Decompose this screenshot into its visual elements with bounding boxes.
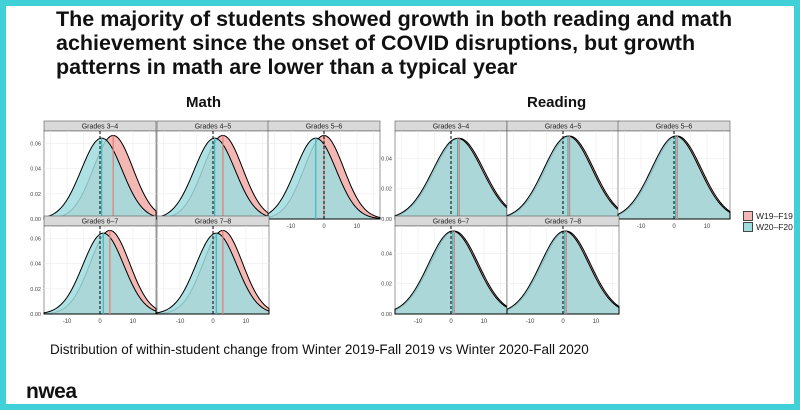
facet-strip-label: Grades 7–8 [195,219,232,226]
x-tick-label: 0 [98,319,102,325]
title-line: patterns in math are lower than a typica… [56,55,518,79]
facet-strip-label: Grades 7–8 [545,219,582,226]
title-line: achievement since the onset of COVID dis… [56,31,696,55]
legend-swatch [743,221,753,232]
facet-panel: Grades 3–4 0.00 0.02 0.04 [381,120,508,223]
legend-item: W19–F19 [743,210,793,221]
y-tick-label: 0.04 [30,167,41,173]
facet-strip-label: Grades 3–4 [433,124,470,131]
legend-swatch [743,210,753,221]
x-tick-label: -10 [176,319,185,325]
facet-strip-label: Grades 4–5 [545,124,582,131]
facet-panel: Grades 4–5 [506,120,620,220]
x-tick-label: 10 [354,224,361,230]
facet-strip-label: Grades 5–6 [306,124,343,131]
facet-strip-label: Grades 6–7 [82,219,119,226]
x-tick-label: 10 [130,319,137,325]
math-chart-title: Math [186,94,221,111]
facet-panel: Grades 7–8 -10 0 10 [506,215,620,325]
x-tick-label: 0 [561,319,565,325]
facet-strip-label: Grades 4–5 [195,124,232,131]
x-tick-label: -10 [287,224,296,230]
facet-strip-label: Grades 6–7 [433,219,470,226]
facet-strip-label: Grades 5–6 [656,124,693,131]
x-tick-label: 0 [672,224,676,230]
x-tick-label: 10 [481,319,488,325]
slide: The majority of students showed growth i… [6,6,794,404]
x-tick-label: 0 [322,224,326,230]
reading-chart-title: Reading [527,94,587,111]
y-tick-label: 0.00 [381,312,392,318]
facet-panel: Grades 7–8 -10 0 10 [156,215,270,325]
y-tick-label: 0.02 [30,287,41,293]
slide-title: The majority of students showed growth i… [56,7,776,79]
legend-item: W20–F20 [743,221,793,232]
caption: Distribution of within-student change fr… [50,342,589,357]
density-plots: Grades 3–4 0.00 0.02 0.04 0.06 Grades 4–5 Grad… [30,120,731,325]
facet-panel: Grades 6–7 0.00 0.02 0.04 0.06 -10 0 10 [30,215,157,325]
y-tick-label: 0.02 [381,282,392,288]
y-tick-label: 0.00 [30,217,41,223]
x-tick-label: -10 [63,319,72,325]
x-tick-label: -10 [637,224,646,230]
title-line: The majority of students showed growth i… [56,7,733,31]
x-tick-label: -10 [526,319,535,325]
facet-panel: Grades 4–5 [156,120,270,220]
x-tick-label: 10 [593,319,600,325]
x-tick-label: 0 [449,319,453,325]
y-tick-label: 0.06 [30,142,41,148]
facet-panel: Grades 3–4 0.00 0.02 0.04 0.06 [30,120,157,223]
y-tick-label: 0.02 [30,192,41,198]
legend-label: W19–F19 [756,210,793,221]
legend-label: W20–F20 [756,221,793,232]
y-tick-label: 0.04 [381,156,392,162]
y-tick-label: 0.06 [30,237,41,243]
x-tick-label: 10 [704,224,711,230]
x-tick-label: 10 [243,319,250,325]
facet-panel: Grades 6–7 0.00 0.02 0.04 -10 0 10 [381,215,508,325]
y-tick-label: 0.02 [381,187,392,193]
x-tick-label: 0 [211,319,215,325]
facet-panel: Grades 5–6 -10 0 10 [267,120,381,230]
facet-panel: Grades 5–6 -10 0 10 [617,120,731,230]
nwea-logo: nwea [26,380,77,403]
y-tick-label: 0.00 [381,217,392,223]
x-tick-label: -10 [414,319,423,325]
y-tick-label: 0.00 [30,312,41,318]
facet-strip-label: Grades 3–4 [82,124,119,131]
legend: W19–F19 W20–F20 [743,210,793,232]
y-tick-label: 0.04 [381,251,392,257]
y-tick-label: 0.04 [30,262,41,268]
